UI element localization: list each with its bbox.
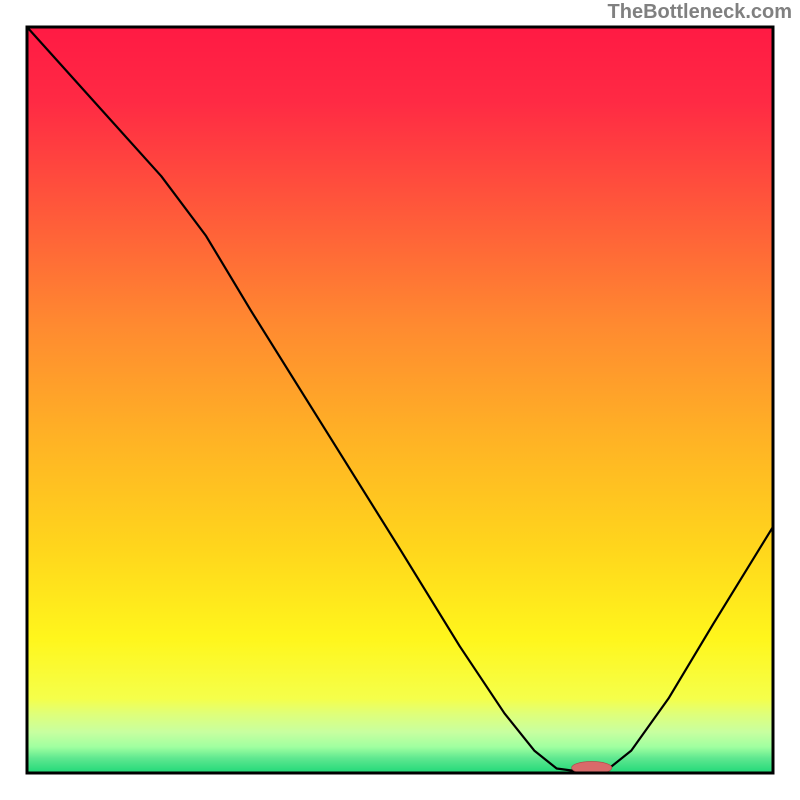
watermark-text: TheBottleneck.com [608,1,792,23]
plot-gradient-background [27,27,773,773]
bottleneck-chart: TheBottleneck.com [0,0,800,800]
